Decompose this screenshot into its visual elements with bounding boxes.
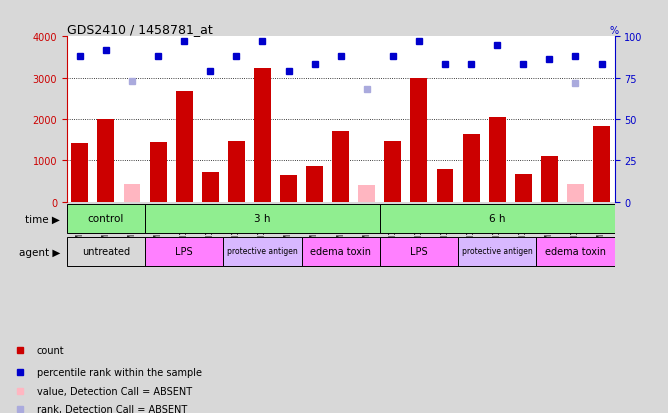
Bar — [202, 173, 218, 202]
Bar — [223, 237, 301, 267]
Bar — [98, 119, 114, 202]
Bar — [458, 237, 536, 267]
Bar — [124, 185, 140, 202]
Bar — [67, 237, 145, 267]
Text: LPS: LPS — [410, 246, 428, 256]
Text: 3 h: 3 h — [255, 213, 271, 223]
Bar — [410, 79, 428, 202]
Text: GDS2410 / 1458781_at: GDS2410 / 1458781_at — [67, 23, 212, 36]
Text: %: % — [610, 26, 619, 36]
Bar — [150, 142, 166, 202]
Bar — [145, 237, 223, 267]
Text: LPS: LPS — [176, 246, 193, 256]
Bar — [280, 175, 297, 202]
Text: value, Detection Call = ABSENT: value, Detection Call = ABSENT — [37, 386, 192, 396]
Text: edema toxin: edema toxin — [545, 246, 606, 256]
Text: 6 h: 6 h — [489, 213, 506, 223]
Bar — [489, 117, 506, 202]
Bar — [567, 184, 584, 202]
Bar — [593, 126, 610, 202]
Bar — [380, 237, 458, 267]
Bar — [254, 69, 271, 202]
Bar — [384, 142, 401, 202]
Bar — [228, 141, 245, 202]
Bar — [515, 175, 532, 202]
Text: percentile rank within the sample: percentile rank within the sample — [37, 367, 202, 377]
Bar — [536, 237, 615, 267]
Text: rank, Detection Call = ABSENT: rank, Detection Call = ABSENT — [37, 404, 187, 413]
Text: edema toxin: edema toxin — [310, 246, 371, 256]
Bar — [145, 204, 380, 234]
Text: agent ▶: agent ▶ — [19, 247, 60, 257]
Text: protective antigen: protective antigen — [227, 247, 298, 256]
Bar — [67, 204, 145, 234]
Bar — [306, 167, 323, 202]
Bar — [358, 186, 375, 202]
Bar — [332, 132, 349, 202]
Bar — [380, 204, 615, 234]
Bar — [437, 169, 454, 202]
Bar — [71, 143, 88, 202]
Text: count: count — [37, 345, 64, 355]
Text: protective antigen: protective antigen — [462, 247, 532, 256]
Text: untreated: untreated — [82, 246, 130, 256]
Text: control: control — [88, 213, 124, 223]
Bar — [541, 157, 558, 202]
Bar — [176, 92, 192, 202]
Bar — [463, 135, 480, 202]
Text: time ▶: time ▶ — [25, 214, 60, 224]
Bar — [301, 237, 380, 267]
